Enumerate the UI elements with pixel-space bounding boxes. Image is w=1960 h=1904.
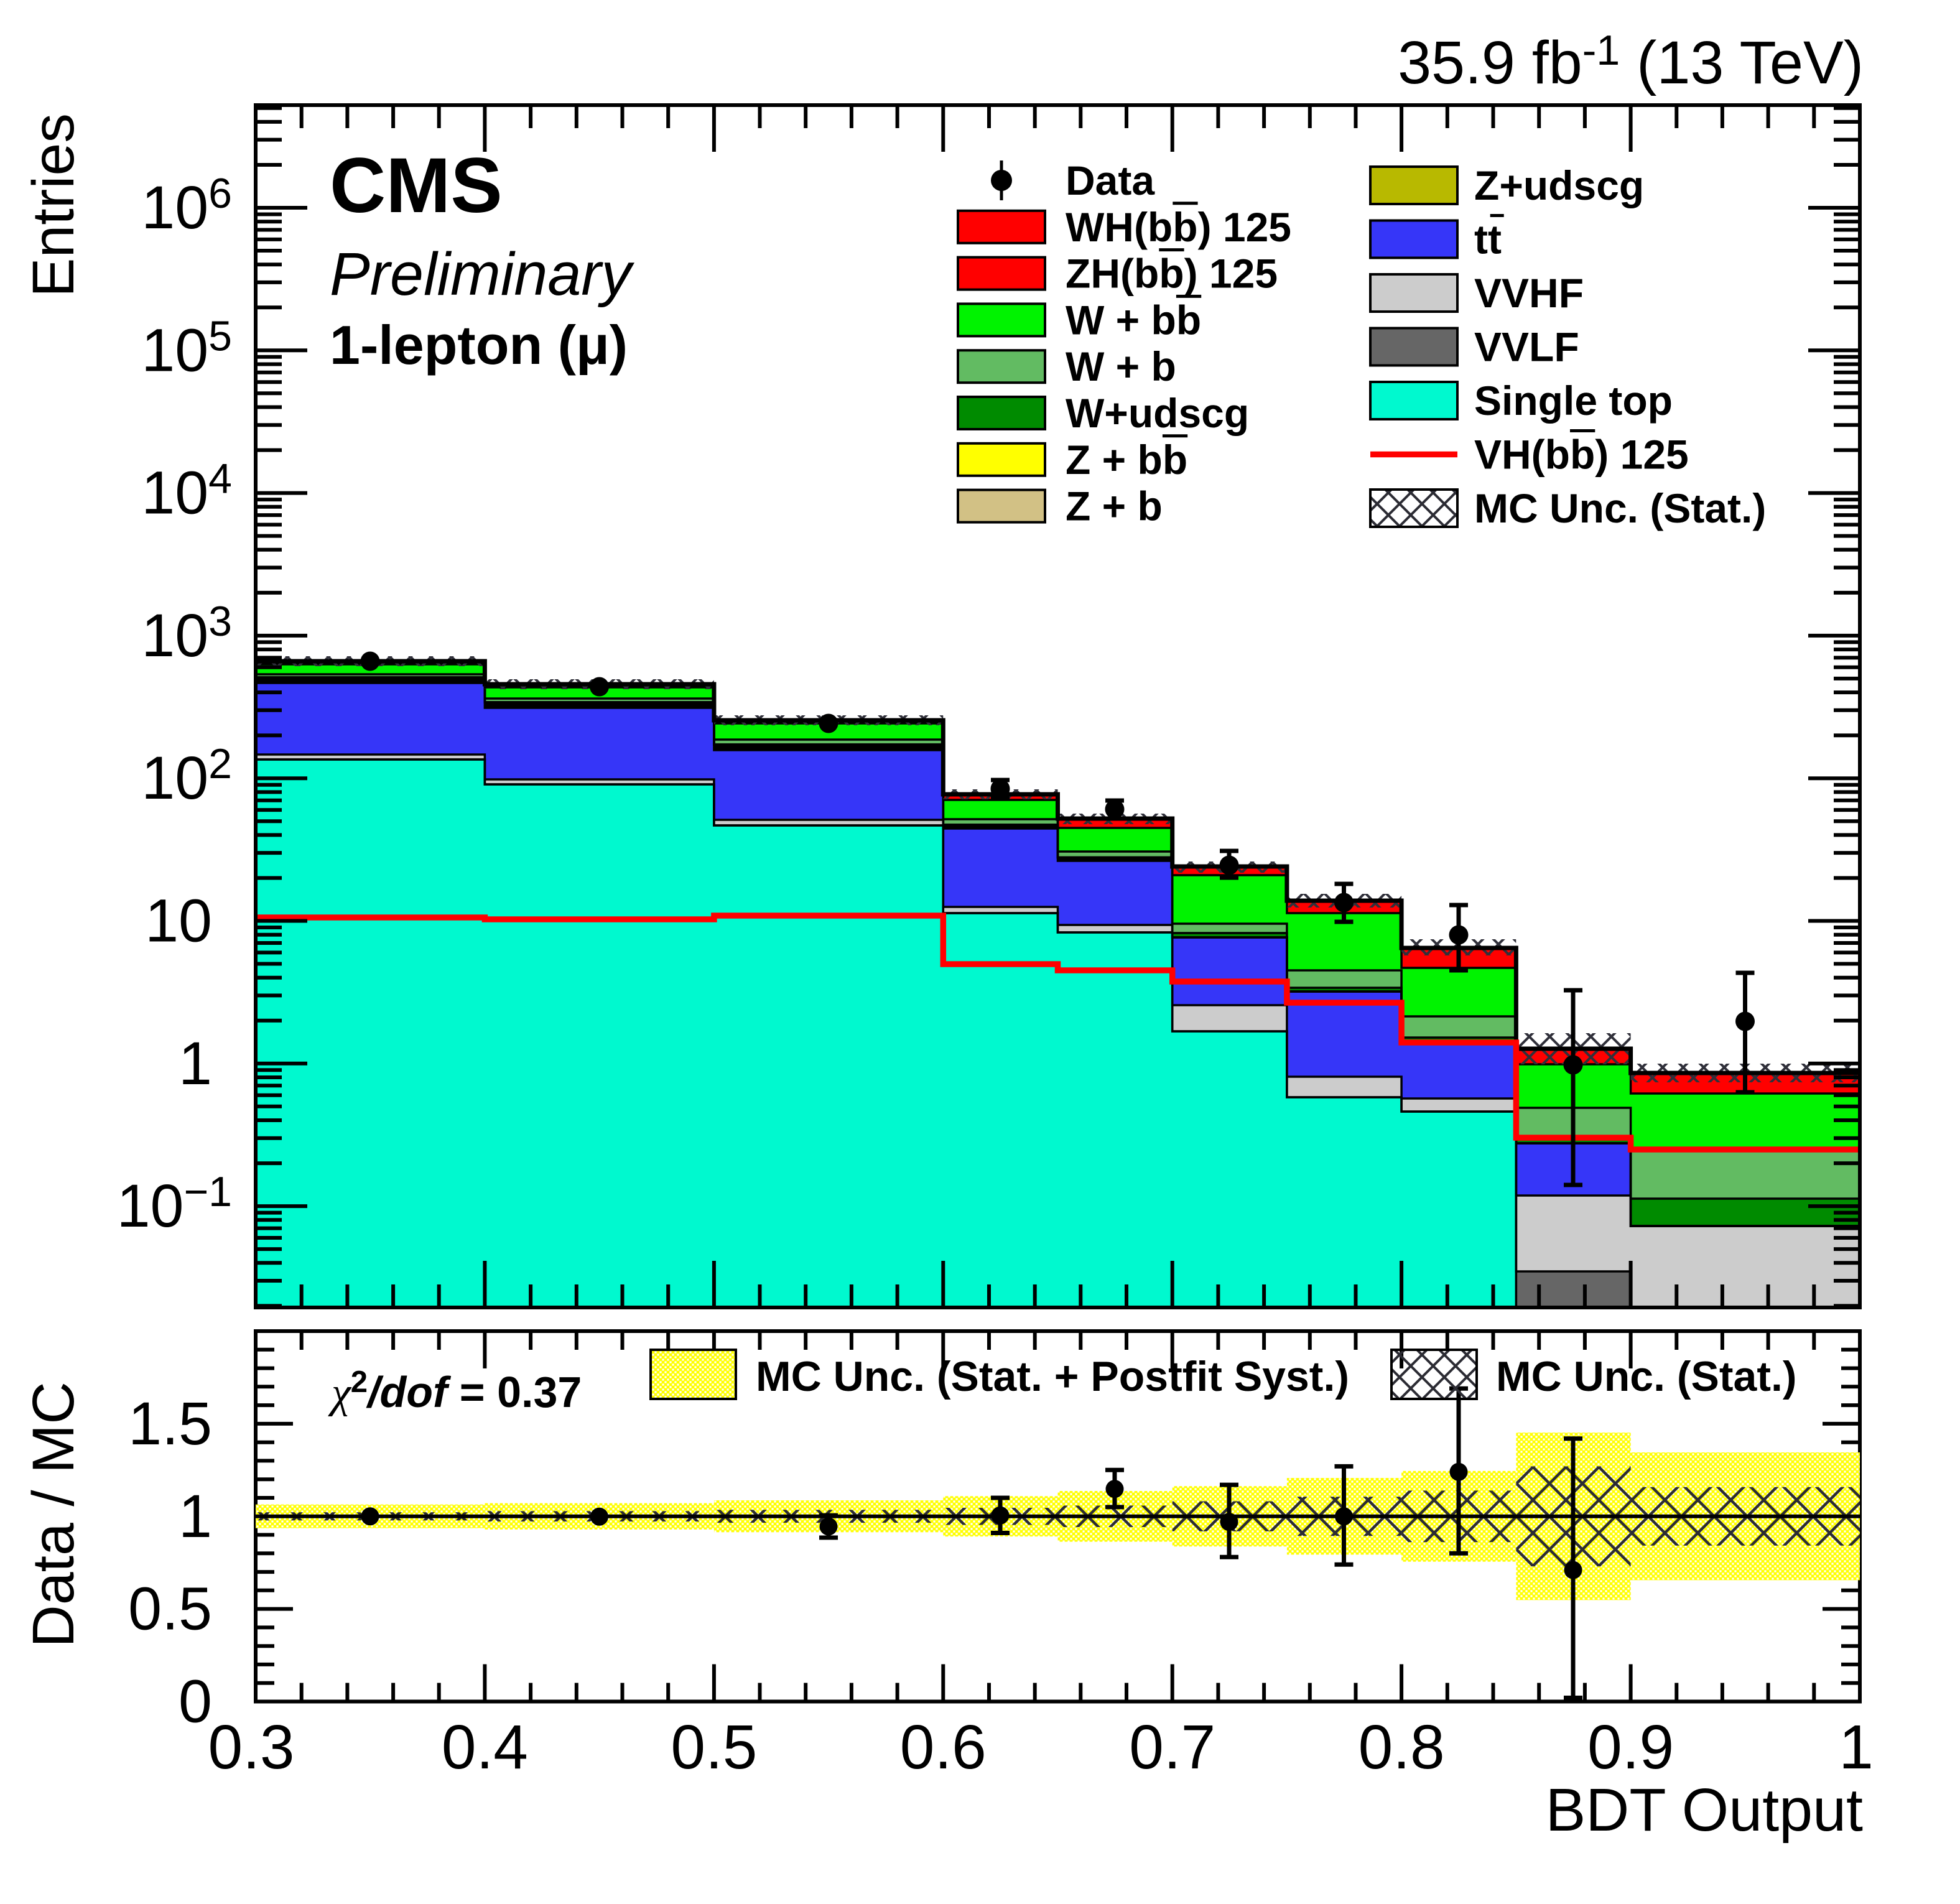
svg-text:WH(bb) 125: WH(bb) 125: [1066, 204, 1291, 250]
svg-text:VVLF: VVLF: [1474, 324, 1579, 370]
svg-text:1: 1: [179, 1482, 212, 1550]
svg-text:VH(bb) 125: VH(bb) 125: [1474, 432, 1689, 478]
svg-text:BDT Output: BDT Output: [1546, 1776, 1863, 1844]
svg-text:10: 10: [145, 887, 212, 955]
svg-text:Entries: Entries: [21, 113, 86, 297]
svg-text:0.8: 0.8: [1359, 1712, 1445, 1782]
svg-text:1.5: 1.5: [128, 1390, 212, 1457]
svg-text:0: 0: [179, 1668, 212, 1735]
svg-text:0.9: 0.9: [1587, 1712, 1674, 1782]
svg-text:W + b: W + b: [1066, 343, 1176, 389]
svg-text:tt: tt: [1474, 216, 1502, 262]
svg-text:Z+udscg: Z+udscg: [1474, 162, 1644, 208]
svg-text:0.5: 0.5: [671, 1712, 757, 1782]
svg-text:Z + b: Z + b: [1066, 483, 1163, 529]
svg-text:MC Unc. (Stat. + Postfit Syst.: MC Unc. (Stat. + Postfit Syst.): [756, 1353, 1349, 1400]
svg-text:W + bb: W + bb: [1066, 297, 1201, 343]
svg-text:0.3: 0.3: [208, 1712, 294, 1782]
svg-text:Single top: Single top: [1474, 378, 1673, 424]
svg-text:CMS: CMS: [330, 142, 503, 229]
svg-text:0.7: 0.7: [1129, 1712, 1215, 1782]
svg-text:1-lepton (μ): 1-lepton (μ): [330, 314, 628, 376]
svg-text:MC Unc. (Stat.): MC Unc. (Stat.): [1496, 1353, 1797, 1400]
svg-text:35.9 fb-1 (13 TeV): 35.9 fb-1 (13 TeV): [1398, 27, 1864, 96]
svg-text:VVHF: VVHF: [1474, 270, 1584, 316]
svg-text:1: 1: [179, 1029, 212, 1097]
svg-text:Data / MC: Data / MC: [21, 1382, 86, 1648]
svg-text:W+udscg: W+udscg: [1066, 390, 1249, 436]
svg-text:102: 102: [141, 740, 232, 812]
svg-text:Preliminary: Preliminary: [330, 240, 635, 308]
svg-text:0.6: 0.6: [900, 1712, 987, 1782]
svg-text:Data: Data: [1066, 157, 1155, 203]
svg-text:1: 1: [1839, 1712, 1874, 1782]
svg-text:χ2/dof = 0.37: χ2/dof = 0.37: [328, 1365, 582, 1417]
svg-text:ZH(bb) 125: ZH(bb) 125: [1066, 251, 1278, 297]
svg-text:Z + bb: Z + bb: [1066, 437, 1187, 483]
svg-text:0.5: 0.5: [128, 1575, 212, 1643]
svg-text:0.4: 0.4: [442, 1712, 528, 1782]
svg-text:MC Unc. (Stat.): MC Unc. (Stat.): [1474, 485, 1766, 531]
